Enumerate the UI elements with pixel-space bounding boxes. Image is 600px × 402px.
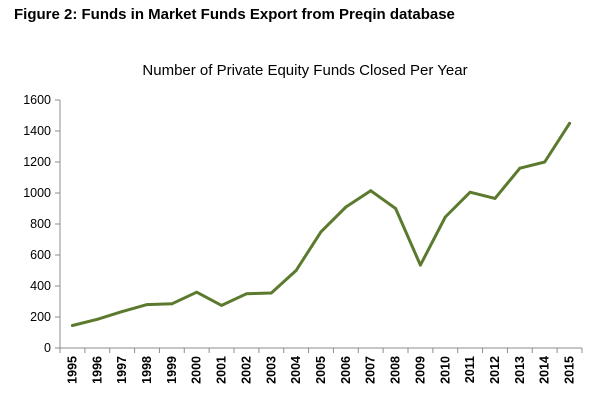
x-tick-label: 2000: [190, 356, 204, 384]
chart-title: Number of Private Equity Funds Closed Pe…: [142, 62, 467, 79]
data-point: [419, 263, 422, 267]
x-tick-label: 2003: [264, 356, 278, 384]
x-tick-label: 2002: [239, 356, 253, 384]
data-point: [220, 303, 223, 307]
data-point: [269, 291, 273, 295]
x-tick-label: 2005: [314, 356, 328, 384]
data-point: [245, 292, 248, 296]
x-tick-label: 2014: [538, 356, 552, 384]
data-point: [71, 324, 74, 327]
x-tick-label: 1996: [90, 356, 104, 384]
x-tick-label: 1999: [165, 356, 179, 384]
data-point: [468, 190, 472, 194]
data-point: [170, 302, 174, 306]
x-axis: 1995 1996 1997 1998 1999 2000 2001 2002 2003 2004…: [59, 347, 583, 384]
y-axis: 0 200 400 600 800 1000 1200 1400 1600: [23, 93, 61, 355]
y-tick-label: 600: [30, 248, 51, 262]
y-tick-label: 800: [30, 217, 51, 231]
data-point: [95, 317, 99, 321]
y-tick-label: 1200: [23, 155, 51, 169]
data-point: [394, 207, 397, 210]
data-point: [443, 215, 447, 219]
y-tick-label: 400: [30, 279, 51, 293]
data-point: [319, 230, 323, 234]
data-point: [493, 197, 497, 200]
data-point: [344, 205, 348, 209]
x-tick-label: 1998: [140, 356, 154, 384]
x-tick-label: 2011: [463, 356, 477, 383]
data-point: [543, 160, 547, 164]
x-tick-label: 2010: [438, 356, 452, 384]
y-tick-label: 1000: [23, 186, 51, 200]
x-tick-label: 2001: [215, 356, 229, 384]
series-layer: [70, 121, 572, 327]
x-tick-label: 2013: [513, 356, 527, 384]
x-tick-label: 2007: [364, 356, 378, 384]
x-tick-label: 2004: [289, 356, 303, 384]
x-tick-label: 2012: [488, 356, 502, 384]
y-tick-label: 1400: [23, 124, 51, 138]
data-point: [120, 310, 124, 313]
y-tick-label: 1600: [23, 93, 51, 107]
data-point: [369, 189, 373, 193]
x-tick-label: 1995: [65, 356, 79, 384]
data-point: [195, 290, 199, 294]
y-tick-label: 0: [44, 341, 51, 355]
data-point: [145, 303, 149, 306]
x-tick-label: 2015: [563, 356, 577, 384]
series-line: [70, 121, 572, 327]
x-tick-label: 2006: [339, 356, 353, 384]
data-point: [294, 269, 298, 272]
figure-caption: Figure 2: Funds in Market Funds Export f…: [14, 6, 455, 23]
x-tick-label: 1997: [115, 356, 129, 384]
x-tick-label: 2009: [413, 356, 427, 384]
data-point: [518, 166, 522, 170]
y-tick-label: 200: [30, 310, 51, 324]
data-point: [568, 121, 571, 125]
x-tick-label: 2008: [389, 356, 403, 384]
